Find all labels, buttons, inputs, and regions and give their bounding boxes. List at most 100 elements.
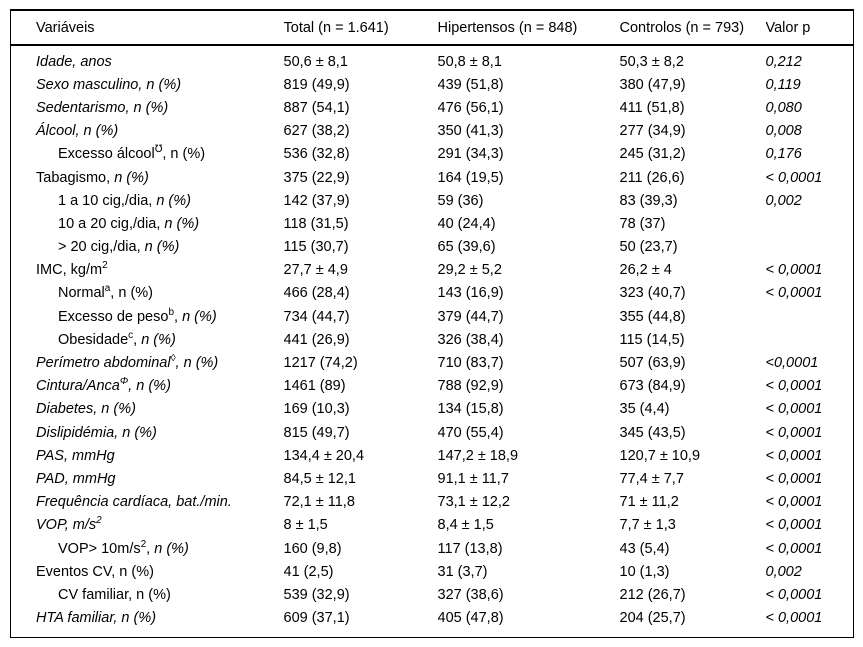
row-label: Sedentarismo, n (%) [11, 96, 284, 119]
cell-valor-p: < 0,0001 [765, 447, 823, 464]
cell-valor-p [766, 305, 854, 328]
label-text: n (%) [141, 331, 176, 348]
label-text: Eventos CV, n (%) [36, 563, 154, 580]
label-text: , [174, 308, 183, 325]
cell-total: 609 (37,1) [283, 610, 350, 627]
cell-valor-p: < 0,0001 [765, 494, 823, 511]
label-text: PAD, mmHg [36, 470, 116, 487]
cell-total: 169 (10,3) [283, 401, 350, 418]
cell-controlos: 115 (14,5) [619, 331, 685, 348]
cell-valor-p: 0,002 [765, 563, 802, 580]
col-header-valor-p: Valor p [765, 20, 811, 36]
table-row: Cintura/AncaΦ, n (%) 1461 (89) 788 (92,9) 6… [11, 375, 854, 398]
cell-total: 115 (30,7) [283, 239, 349, 256]
row-label: Idade, anos [11, 45, 284, 73]
cell-controlos: 277 (34,9) [619, 123, 686, 140]
cell-controlos: 212 (26,7) [619, 586, 686, 603]
label-text: 10 a 20 cig,/dia, [58, 215, 165, 232]
row-label: IMC, kg/m2 [11, 259, 284, 282]
table-row: PAD, mmHg 84,5 ± 12,1 91,1 ± 11,7 77,4 ± 7,… [11, 467, 854, 490]
cell-valor-p: 0,080 [765, 99, 802, 116]
cell-valor-p: <0,0001 [765, 355, 819, 372]
cell-valor-p: 0,176 [765, 146, 802, 163]
cell-hipertensos: 31 (3,7) [437, 563, 488, 580]
label-text: n (%) [182, 308, 217, 325]
row-label: Álcool, n (%) [11, 120, 284, 143]
label-superscript: Φ [119, 376, 129, 388]
cell-valor-p: < 0,0001 [765, 586, 823, 603]
row-label: CV familiar, n (%) [11, 583, 284, 606]
cell-total: 1217 (74,2) [283, 355, 358, 372]
cell-hipertensos: 147,2 ± 18,9 [437, 447, 519, 464]
table-row: Sedentarismo, n (%) 887 (54,1) 476 (56,1) 4… [11, 96, 854, 119]
label-superscript: ℧ [154, 144, 163, 156]
cell-total: 72,1 ± 11,8 [283, 494, 355, 511]
row-label: Excesso de pesob, n (%) [11, 305, 284, 328]
cell-total: 118 (31,5) [283, 215, 349, 232]
col-header-total: Total (n = 1.641) [283, 20, 389, 36]
table-row: Dislipidémia, n (%) 815 (49,7) 470 (55,4) 3… [11, 421, 854, 444]
cell-valor-p: < 0,0001 [765, 517, 823, 534]
cell-controlos: 43 (5,4) [619, 540, 670, 557]
cell-valor-p: 0,212 [765, 53, 802, 70]
cell-controlos: 77,4 ± 7,7 [619, 470, 684, 487]
cell-hipertensos: 379 (44,7) [437, 308, 504, 325]
cell-total: 8 ± 1,5 [283, 517, 328, 534]
label-text: Dislipidémia, n (%) [36, 424, 157, 441]
table-row: Tabagismo, n (%) 375 (22,9) 164 (19,5) 211 … [11, 166, 854, 189]
cell-total: 536 (32,8) [283, 146, 350, 163]
label-text: Frequência cardíaca, bat./min. [36, 494, 232, 511]
cell-valor-p: < 0,0001 [765, 470, 823, 487]
label-text: Álcool, n (%) [36, 123, 119, 140]
cell-controlos: 35 (4,4) [619, 401, 670, 418]
cell-hipertensos: 8,4 ± 1,5 [437, 517, 494, 534]
label-superscript: c [128, 330, 134, 342]
row-label: VOP> 10m/s2, n (%) [11, 537, 284, 560]
cell-controlos: 345 (43,5) [619, 424, 686, 441]
cell-hipertensos: 327 (38,6) [437, 586, 504, 603]
label-superscript: 2 [140, 538, 147, 550]
cell-controlos: 120,7 ± 10,9 [619, 447, 701, 464]
label-superscript: 2 [102, 260, 108, 272]
cell-controlos: 204 (25,7) [619, 610, 686, 627]
table-row: Diabetes, n (%) 169 (10,3) 134 (15,8) 35 (4… [11, 398, 854, 421]
table-row: CV familiar, n (%) 539 (32,9) 327 (38,6) 21… [11, 583, 854, 606]
cell-total: 160 (9,8) [283, 540, 342, 557]
label-superscript: a [104, 283, 111, 295]
cell-controlos: 78 (37) [619, 215, 666, 232]
cell-total: 84,5 ± 12,1 [283, 470, 356, 487]
row-label: > 20 cig,/dia, n (%) [11, 236, 284, 259]
cell-controlos: 673 (84,9) [619, 378, 686, 395]
cell-controlos: 211 (26,6) [619, 169, 685, 186]
table-row: 10 a 20 cig,/dia, n (%) 118 (31,5) 40 (24,… [11, 212, 854, 235]
cell-hipertensos: 29,2 ± 5,2 [437, 262, 502, 279]
cell-total: 27,7 ± 4,9 [283, 262, 348, 279]
cell-hipertensos: 291 (34,3) [437, 146, 504, 163]
cell-total: 815 (49,7) [283, 424, 350, 441]
label-text: VOP> 10m/s [58, 540, 141, 557]
clinical-characteristics-table: Variáveis Total (n = 1.641) Hipertensos … [10, 9, 854, 638]
row-label: Eventos CV, n (%) [11, 560, 284, 583]
cell-hipertensos: 439 (51,8) [437, 76, 504, 93]
row-label: PAS, mmHg [11, 444, 284, 467]
cell-total: 539 (32,9) [283, 586, 350, 603]
label-superscript: ◊ [170, 353, 176, 365]
label-text: , n (%) [128, 378, 171, 395]
label-text: , n (%) [175, 355, 219, 372]
cell-hipertensos: 134 (15,8) [437, 401, 504, 418]
label-text: 1 a 10 cig,/dia, [58, 192, 157, 209]
cell-valor-p: < 0,0001 [765, 378, 823, 395]
table-row: Obesidadec, n (%) 441 (26,9) 326 (38,4) 115… [11, 328, 854, 351]
row-label: VOP, m/s2 [11, 514, 284, 537]
cell-controlos: 411 (51,8) [619, 99, 685, 116]
cell-hipertensos: 117 (13,8) [437, 540, 503, 557]
cell-total: 41 (2,5) [283, 563, 334, 580]
table-row: VOP> 10m/s2, n (%) 160 (9,8) 117 (13,8) 43 … [11, 537, 854, 560]
label-text: Tabagismo, [36, 169, 115, 186]
cell-valor-p: 0,008 [765, 123, 802, 140]
cell-total: 819 (49,9) [283, 76, 350, 93]
row-label: Dislipidémia, n (%) [11, 421, 284, 444]
cell-valor-p [766, 212, 854, 235]
cell-hipertensos: 476 (56,1) [437, 99, 504, 116]
